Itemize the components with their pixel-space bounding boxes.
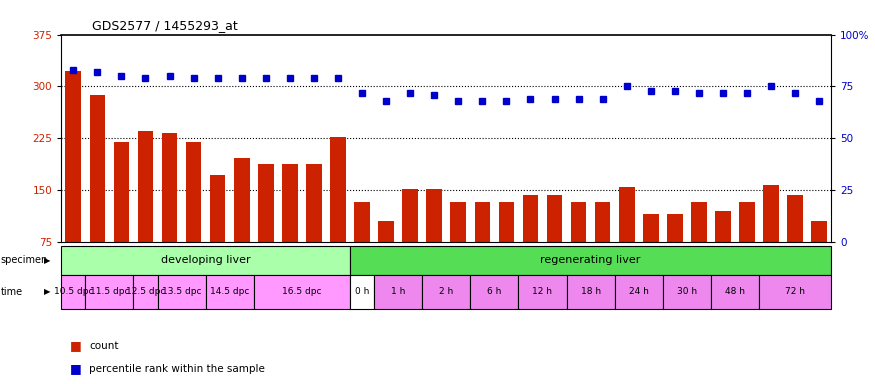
Text: ■: ■ (70, 362, 81, 375)
Bar (547, 195, 563, 294)
Bar (788, 195, 803, 294)
Text: 30 h: 30 h (677, 287, 697, 296)
Bar (350, 275, 374, 309)
Bar (570, 202, 586, 294)
Bar (61, 246, 350, 275)
Bar (471, 275, 518, 309)
Text: ▶: ▶ (45, 256, 51, 265)
Bar (423, 275, 471, 309)
Bar (451, 202, 466, 294)
Bar (811, 221, 827, 294)
Text: time: time (1, 287, 23, 297)
Text: specimen: specimen (1, 255, 48, 265)
Bar (354, 202, 370, 294)
Bar (254, 275, 350, 309)
Bar (763, 185, 779, 294)
Bar (210, 175, 226, 294)
Text: ■: ■ (70, 339, 81, 352)
Text: 13.5 dpc: 13.5 dpc (162, 287, 201, 296)
Text: ▶: ▶ (45, 287, 51, 296)
Text: 16.5 dpc: 16.5 dpc (282, 287, 322, 296)
Bar (186, 142, 201, 294)
Bar (162, 133, 178, 294)
Bar (89, 95, 105, 294)
Bar (350, 246, 831, 275)
Bar (134, 275, 158, 309)
Text: 1 h: 1 h (391, 287, 405, 296)
Bar (234, 157, 249, 294)
Text: count: count (89, 341, 119, 351)
Text: 12 h: 12 h (533, 287, 552, 296)
Bar (206, 275, 254, 309)
Bar (330, 137, 346, 294)
Text: developing liver: developing liver (161, 255, 250, 265)
Bar (137, 131, 153, 294)
Bar (114, 142, 130, 294)
Text: 0 h: 0 h (355, 287, 369, 296)
Bar (667, 214, 682, 294)
Bar (619, 187, 634, 294)
Bar (739, 202, 755, 294)
Bar (426, 189, 442, 294)
Text: 48 h: 48 h (725, 287, 745, 296)
Bar (595, 202, 611, 294)
Bar (643, 214, 659, 294)
Text: 18 h: 18 h (581, 287, 600, 296)
Text: percentile rank within the sample: percentile rank within the sample (89, 364, 265, 374)
Bar (567, 275, 614, 309)
Bar (158, 275, 206, 309)
Bar (691, 202, 707, 294)
Text: 6 h: 6 h (487, 287, 501, 296)
Bar (614, 275, 663, 309)
Bar (86, 275, 134, 309)
Bar (522, 195, 538, 294)
Text: regenerating liver: regenerating liver (541, 255, 640, 265)
Text: 10.5 dpc: 10.5 dpc (53, 287, 93, 296)
Bar (258, 164, 274, 294)
Bar (518, 275, 567, 309)
Text: 14.5 dpc: 14.5 dpc (210, 287, 249, 296)
Bar (402, 189, 418, 294)
Text: 72 h: 72 h (785, 287, 805, 296)
Text: 2 h: 2 h (439, 287, 453, 296)
Bar (306, 164, 322, 294)
Bar (374, 275, 423, 309)
Bar (474, 202, 490, 294)
Bar (760, 275, 831, 309)
Text: 12.5 dpc: 12.5 dpc (126, 287, 165, 296)
Bar (499, 202, 514, 294)
Bar (282, 164, 298, 294)
Text: GDS2577 / 1455293_at: GDS2577 / 1455293_at (92, 19, 238, 32)
Bar (378, 221, 394, 294)
Bar (66, 71, 81, 294)
Text: 11.5 dpc: 11.5 dpc (89, 287, 130, 296)
Text: 24 h: 24 h (629, 287, 648, 296)
Bar (715, 211, 731, 294)
Bar (61, 275, 86, 309)
Bar (711, 275, 760, 309)
Bar (663, 275, 711, 309)
